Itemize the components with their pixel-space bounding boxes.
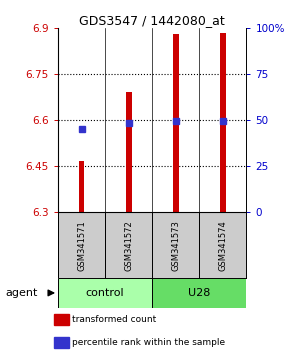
Text: percentile rank within the sample: percentile rank within the sample — [72, 338, 225, 348]
Text: control: control — [86, 288, 124, 298]
Text: GSM341572: GSM341572 — [124, 220, 133, 270]
Text: GSM341571: GSM341571 — [77, 220, 86, 270]
Text: transformed count: transformed count — [72, 315, 156, 325]
Bar — [220, 33, 226, 212]
Bar — [200, 212, 246, 278]
Bar — [152, 212, 200, 278]
Bar — [55, 337, 68, 348]
Text: GSM341573: GSM341573 — [171, 220, 180, 270]
Text: agent: agent — [6, 288, 38, 298]
Bar — [58, 212, 105, 278]
Bar — [79, 161, 84, 212]
Bar — [152, 278, 246, 308]
Bar — [105, 212, 152, 278]
Bar — [55, 314, 68, 325]
Text: U28: U28 — [188, 288, 211, 298]
Title: GDS3547 / 1442080_at: GDS3547 / 1442080_at — [79, 14, 225, 27]
Bar — [173, 34, 179, 212]
Bar — [58, 278, 152, 308]
Bar — [126, 92, 131, 212]
Text: GSM341574: GSM341574 — [218, 220, 227, 270]
